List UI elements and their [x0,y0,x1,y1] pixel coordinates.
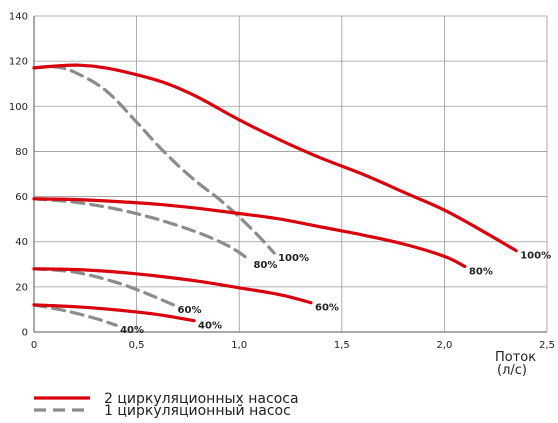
curve-end-label: 40% [198,321,222,332]
curve-end-label: 60% [178,305,202,316]
legend-label: 1 циркуляционный насос [104,403,291,419]
curve-end-label: 100% [520,251,551,262]
series-group [32,63,518,327]
legend-label: 2 циркуляционных насоса [104,391,299,407]
dual-pump-curve-100pct [32,63,518,253]
dual-pump-curve-40pct [32,303,196,323]
y-tick-label: 0 [22,328,28,339]
single-pump-curve-40pct [32,303,118,327]
curve-end-label: 100% [278,253,309,264]
y-tick-label: 80 [15,147,28,158]
axes: 0 0,5 1,0 1,5 2,0 2,5 0 20 40 60 80 100 120 140 [9,12,555,352]
grid [33,15,548,333]
y-tick-label: 120 [9,57,28,68]
y-tick-label: 60 [15,192,28,203]
x-tick-label: 1,5 [334,340,350,351]
dual-pump-curve-60pct [32,267,313,305]
single-pump-curve-80pct [32,197,252,262]
y-tick-label: 100 [9,102,28,113]
y-tick-label: 20 [15,282,28,293]
curve-end-label: 60% [315,303,339,314]
y-tick-label: 140 [9,12,28,23]
single-pump-curve-100pct [32,65,276,255]
x-axis-title: Поток (л/с) [495,350,536,378]
y-tick-label: 40 [15,237,28,248]
curve-end-label: 80% [253,260,277,271]
x-tick-label: 0,5 [129,340,145,351]
curve-end-label: 80% [469,267,493,278]
x-tick-label: 1,0 [231,340,247,351]
x-tick-label: 2,5 [539,340,555,351]
curve-labels: 100%80%60%40%100%80%60%40% [120,251,551,336]
curve-end-label: 40% [120,325,144,336]
x-tick-label: 2,0 [436,340,452,351]
dual-pump-curve-80pct [32,197,467,269]
x-tick-label: 0 [31,340,37,351]
